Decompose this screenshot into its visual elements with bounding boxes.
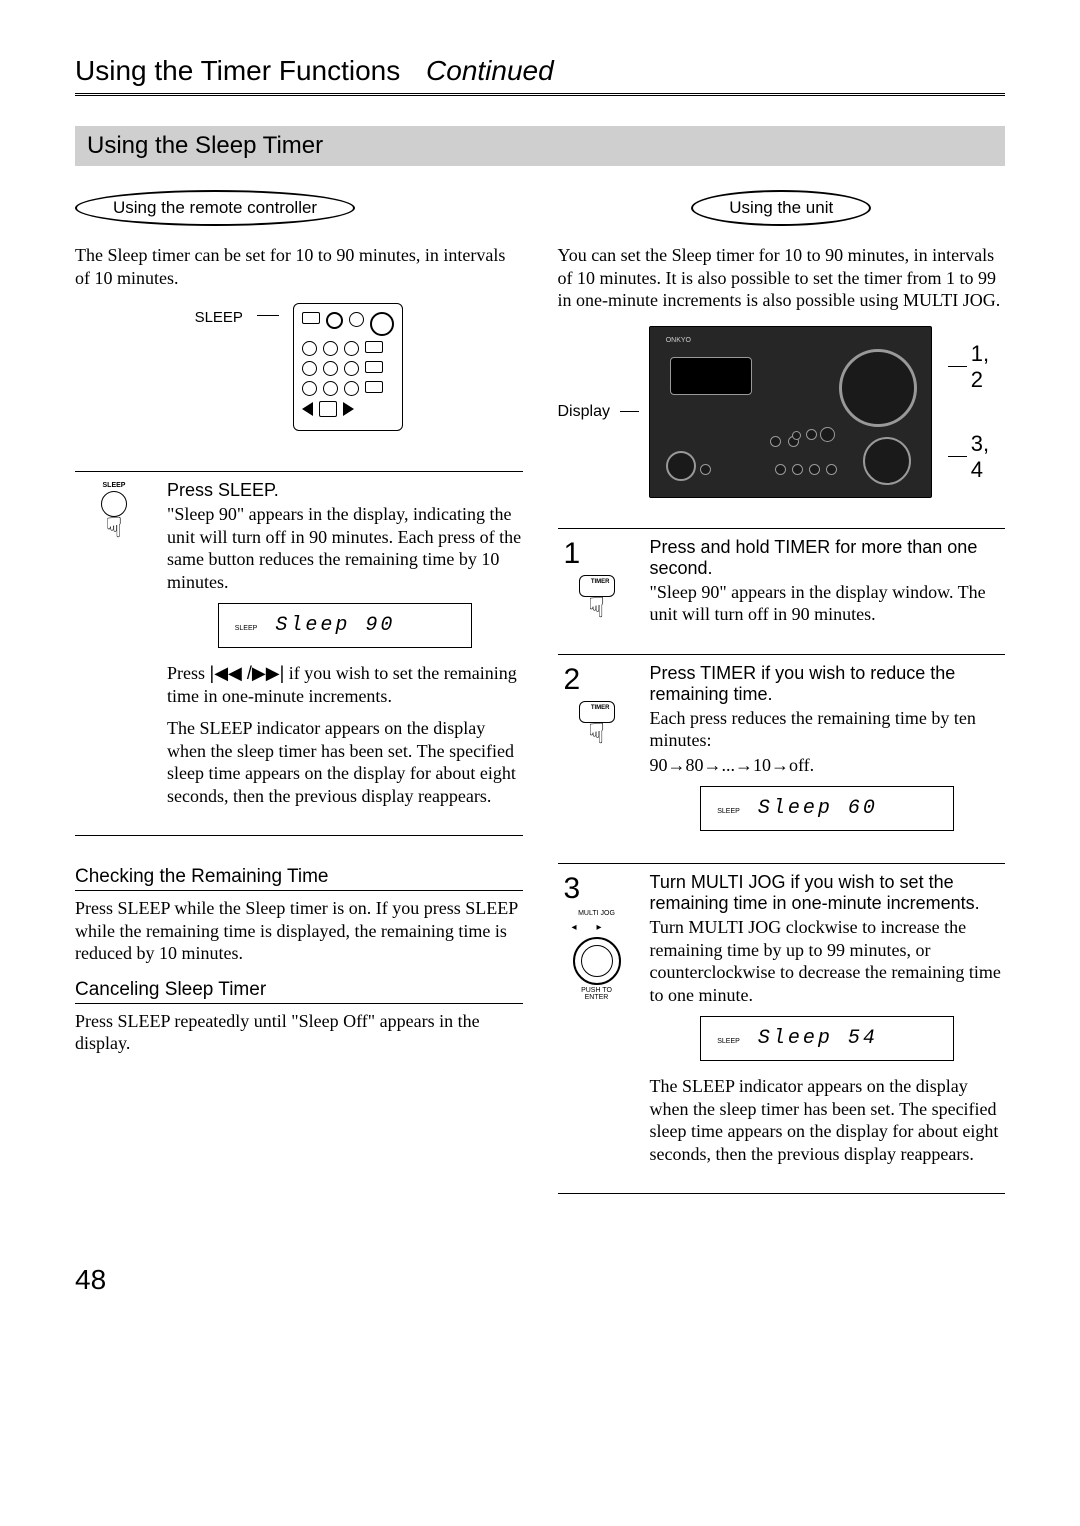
page-title: Using the Timer Functions Continued [75,55,1005,96]
page-number: 48 [75,1264,1005,1296]
sleep-icon-label: SLEEP [89,482,139,489]
annot-34: 3, 4 [971,431,1005,483]
step2-body: Each press reduces the remaining time by… [650,707,1006,752]
sleep-button-icon: SLEEP ☟ [89,482,139,542]
subhead-check: Checking the Remaining Time [75,866,523,891]
lcd-indicator: SLEEP [717,1038,740,1045]
jog-arrows-icon: ◂▸ [571,922,621,933]
left-step-p2: Press |◀◀ /▶▶| if you wish to set the re… [167,662,523,707]
left-intro: The Sleep timer can be set for 10 to 90 … [75,244,523,289]
timer-button-icon: TIMER ☟ [572,575,622,635]
multi-jog-icon: MULTI JOG ◂▸ PUSH TO ENTER [569,910,625,1001]
lcd-indicator: SLEEP [717,808,740,815]
receiver-unit-icon: ONKYO [649,326,932,498]
step1-title: Press and hold TIMER for more than one s… [650,537,1006,579]
lcd-text: Sleep 90 [275,614,395,637]
left-column: Using the remote controller The Sleep ti… [75,190,523,1224]
hand-icon: ☟ [572,595,622,623]
right-step-1: 1 TIMER ☟ Press and hold TIMER for more … [558,528,1006,636]
step3-body: Turn MULTI JOG clockwise to increase the… [650,916,1006,1006]
right-intro: You can set the Sleep timer for 10 to 90… [558,244,1006,312]
hand-icon: ☟ [572,721,622,749]
lcd-text: Sleep 60 [758,797,878,820]
skip-icons: |◀◀ /▶▶| [210,663,285,683]
check-body: Press SLEEP while the Sleep timer is on.… [75,897,523,965]
remote-sleep-label: SLEEP [195,309,243,326]
unit-diagram: Display ONKYO 1, 2 3, [558,326,1006,498]
timer-button-icon: TIMER ☟ [572,701,622,761]
step-number: 3 [564,874,581,904]
cancel-body: Press SLEEP repeatedly until "Sleep Off"… [75,1010,523,1055]
annot-12: 1, 2 [971,341,1005,393]
remote-controller-icon [293,303,403,431]
jog-bottom-label: PUSH TO ENTER [569,987,625,1001]
remote-callout: Using the remote controller [75,190,355,226]
timer-icon-label: TIMER [591,705,610,711]
p2-a: Press [167,663,210,683]
right-step-2: 2 TIMER ☟ Press TIMER if you wish to red… [558,654,1006,846]
left-step-p1: "Sleep 90" appears in the display, indic… [167,503,523,593]
step2-title: Press TIMER if you wish to reduce the re… [650,663,1006,705]
hand-icon: ☟ [89,515,139,543]
leader-line [257,315,279,316]
step-number: 1 [564,539,581,569]
lcd-text: Sleep 54 [758,1027,878,1050]
lcd-display: SLEEP Sleep 90 [218,603,472,648]
left-step: SLEEP ☟ Press SLEEP. "Sleep 90" appears … [75,471,523,817]
step3-trailer: The SLEEP indicator appears on the displ… [650,1075,1006,1165]
right-column: Using the unit You can set the Sleep tim… [558,190,1006,1224]
lcd-display: SLEEP Sleep 60 [700,786,954,831]
display-label: Display [558,403,610,421]
timer-icon-label: TIMER [591,579,610,585]
leader-line [620,411,639,412]
step1-body: "Sleep 90" appears in the display window… [650,581,1006,626]
left-step-p3: The SLEEP indicator appears on the displ… [167,717,523,807]
page-title-suffix: Continued [426,55,554,86]
step-number: 2 [564,665,581,695]
left-step-title: Press SLEEP. [167,480,523,501]
subhead-cancel: Canceling Sleep Timer [75,979,523,1004]
unit-callout: Using the unit [691,190,871,226]
page-title-prefix: Using the Timer Functions [75,55,400,86]
step2-seq: 90→80→...→10→off. [650,754,1006,777]
section-heading: Using the Sleep Timer [75,126,1005,166]
step3-title: Turn MULTI JOG if you wish to set the re… [650,872,1006,914]
right-step-3: 3 MULTI JOG ◂▸ PUSH TO ENTER Turn MULTI … [558,863,1006,1175]
jog-top-label: MULTI JOG [569,910,625,917]
brand-label: ONKYO [666,337,691,344]
lcd-indicator: SLEEP [235,625,258,632]
remote-diagram: SLEEP [75,303,523,431]
lcd-display: SLEEP Sleep 54 [700,1016,954,1061]
